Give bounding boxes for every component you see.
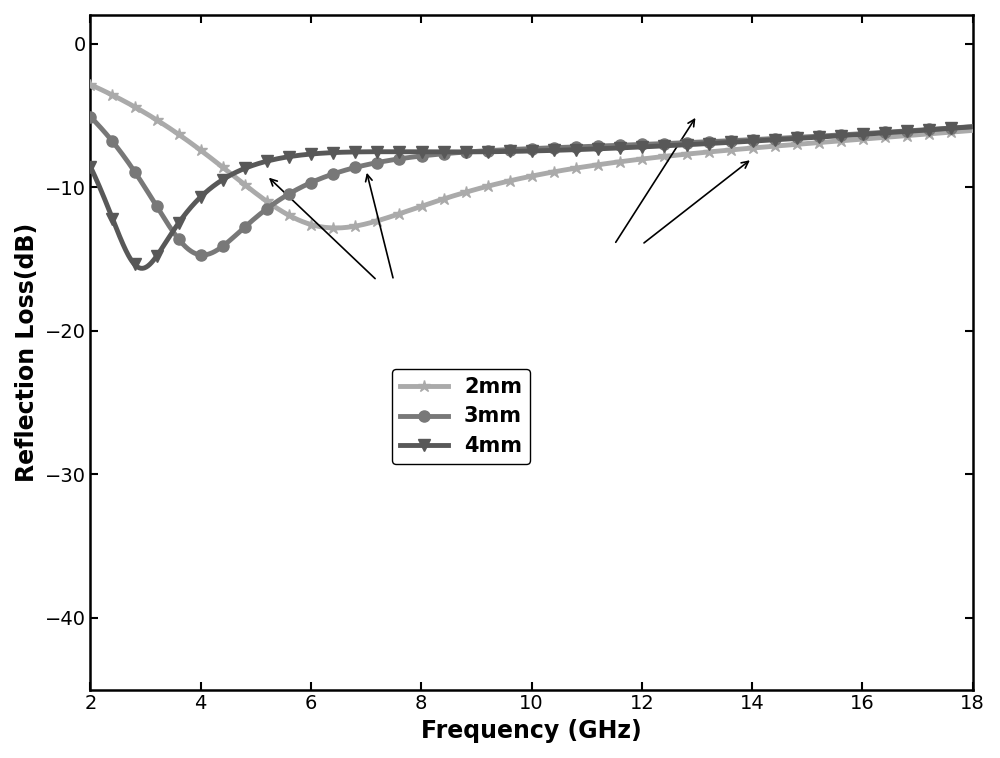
2mm [773, 141, 785, 150]
4mm [84, 162, 96, 171]
4mm [136, 264, 148, 273]
4mm [442, 147, 454, 156]
3mm [967, 122, 979, 131]
3mm [197, 250, 209, 259]
2mm [474, 183, 486, 193]
Y-axis label: Reflection Loss(dB): Reflection Loss(dB) [15, 223, 39, 482]
3mm [691, 138, 703, 147]
2mm [174, 131, 186, 140]
3mm [174, 236, 186, 246]
2mm [330, 224, 342, 233]
2mm [691, 149, 703, 158]
3mm [442, 149, 454, 158]
4mm [789, 134, 801, 143]
X-axis label: Frequency (GHz): Frequency (GHz) [421, 719, 642, 743]
3mm [84, 112, 96, 121]
2mm [442, 193, 454, 202]
3mm [474, 146, 486, 155]
2mm [967, 126, 979, 135]
4mm [773, 135, 785, 144]
2mm [84, 80, 96, 89]
3mm [773, 133, 785, 143]
4mm [967, 122, 979, 131]
4mm [691, 139, 703, 149]
Line: 3mm: 3mm [85, 111, 978, 261]
3mm [789, 133, 801, 142]
Legend: 2mm, 3mm, 4mm: 2mm, 3mm, 4mm [392, 369, 530, 464]
4mm [175, 215, 187, 224]
Line: 4mm: 4mm [85, 121, 978, 274]
2mm [789, 140, 801, 149]
4mm [474, 147, 486, 156]
Line: 2mm: 2mm [84, 78, 979, 234]
